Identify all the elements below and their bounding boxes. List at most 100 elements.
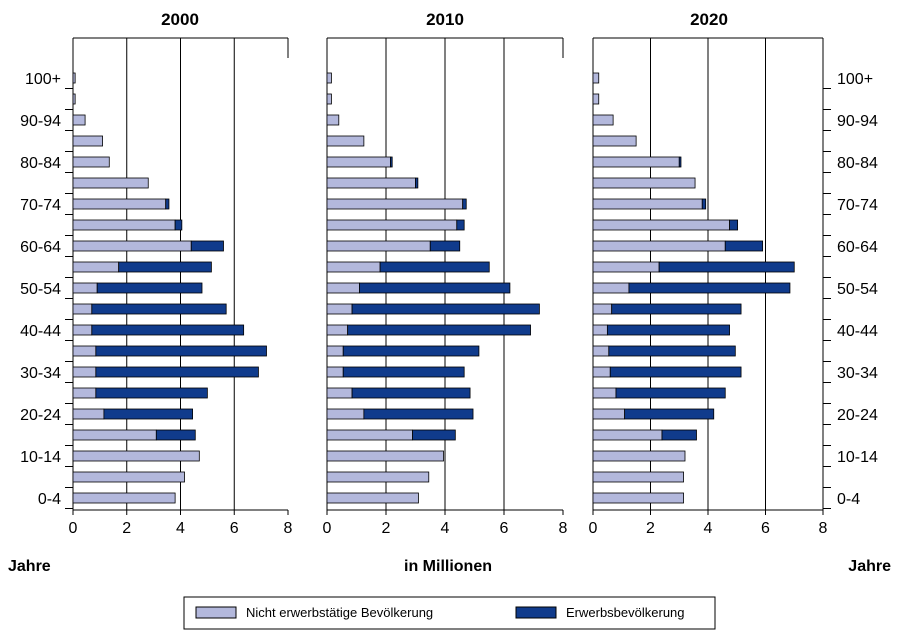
bar-nonworking-30-34 xyxy=(72,366,97,378)
x-tick-label: 0 xyxy=(589,520,598,537)
age-label-left: 10-14 xyxy=(20,449,61,466)
bar-nonworking-25-29 xyxy=(72,387,97,399)
bar-nonworking-50-54 xyxy=(72,282,98,294)
bar-working-35-39 xyxy=(342,345,480,357)
age-label-right: 70-74 xyxy=(837,197,878,214)
x-tick-label: 4 xyxy=(704,520,713,537)
bar-working-20-24 xyxy=(103,408,193,420)
bar-nonworking-90-94 xyxy=(592,114,614,126)
x-tick-label: 4 xyxy=(176,520,185,537)
bar-working-45-49 xyxy=(351,303,540,315)
x-tick-label: 8 xyxy=(284,520,293,537)
x-tick-label: 4 xyxy=(441,520,450,537)
bar-nonworking-80-84 xyxy=(592,156,680,168)
bar-working-65-69 xyxy=(456,219,465,231)
bar-nonworking-5-9 xyxy=(72,471,185,483)
age-label-right: 90-94 xyxy=(837,113,878,130)
bar-working-30-34 xyxy=(95,366,259,378)
legend-swatch-nonworking xyxy=(195,606,237,619)
bar-nonworking-20-24 xyxy=(592,408,626,420)
legend-label-nonworking: Nicht erwerbstätige Bevölkerung xyxy=(246,605,433,620)
age-label-left: 90-94 xyxy=(20,113,61,130)
bar-nonworking-80-84 xyxy=(72,156,110,168)
bar-nonworking-100+ xyxy=(592,72,600,84)
bar-nonworking-85-89 xyxy=(592,135,637,147)
bar-nonworking-15-19 xyxy=(72,429,157,441)
x-tick-label: 8 xyxy=(819,520,828,537)
bar-nonworking-100+ xyxy=(72,72,76,84)
bar-working-50-54 xyxy=(96,282,203,294)
bar-nonworking-75-79 xyxy=(326,177,416,189)
bar-working-50-54 xyxy=(359,282,511,294)
bar-nonworking-85-89 xyxy=(72,135,103,147)
age-label-left: 60-64 xyxy=(20,239,61,256)
x-tick-label: 2 xyxy=(122,520,131,537)
bar-nonworking-25-29 xyxy=(592,387,617,399)
panel-2000: 0 2 4 6 8 xyxy=(69,37,293,537)
y-axis-label-left: Jahre xyxy=(8,558,51,575)
bar-nonworking-35-39 xyxy=(592,345,610,357)
legend-box xyxy=(183,596,716,630)
age-label-right: 50-54 xyxy=(837,281,878,298)
bar-nonworking-50-54 xyxy=(326,282,360,294)
bar-working-15-19 xyxy=(155,429,196,441)
legend-label-working: Erwerbsbevölkerung xyxy=(566,605,685,620)
bar-working-60-64 xyxy=(429,240,461,252)
bar-nonworking-20-24 xyxy=(326,408,365,420)
bar-nonworking-40-44 xyxy=(592,324,608,336)
bar-nonworking-50-54 xyxy=(592,282,630,294)
x-tick-label: 2 xyxy=(646,520,655,537)
y-axis-label-right: Jahre xyxy=(848,558,891,575)
bar-working-35-39 xyxy=(608,345,736,357)
bar-nonworking-60-64 xyxy=(72,240,192,252)
bar-nonworking-65-69 xyxy=(326,219,458,231)
bar-nonworking-55-59 xyxy=(72,261,120,273)
bar-working-20-24 xyxy=(363,408,474,420)
legend: Nicht erwerbstätige Bevölkerung Erwerbsb… xyxy=(183,596,716,630)
bar-nonworking-0-4 xyxy=(72,492,176,504)
bar-nonworking-20-24 xyxy=(72,408,105,420)
bar-nonworking-40-44 xyxy=(72,324,93,336)
bar-working-45-49 xyxy=(91,303,227,315)
x-tick-label: 6 xyxy=(761,520,770,537)
bar-working-70-74 xyxy=(462,198,467,210)
bar-nonworking-0-4 xyxy=(592,492,684,504)
age-label-right: 100+ xyxy=(837,71,873,88)
bar-nonworking-80-84 xyxy=(326,156,391,168)
bar-nonworking-90-94 xyxy=(72,114,86,126)
age-label-left: 50-54 xyxy=(20,281,61,298)
bar-working-40-44 xyxy=(606,324,730,336)
x-tick-label: 2 xyxy=(382,520,391,537)
bar-nonworking-25-29 xyxy=(326,387,353,399)
bar-working-25-29 xyxy=(615,387,726,399)
bar-nonworking-35-39 xyxy=(326,345,344,357)
bar-nonworking-5-9 xyxy=(326,471,430,483)
bar-nonworking-15-19 xyxy=(592,429,663,441)
age-label-right: 0-4 xyxy=(837,491,860,508)
bar-working-25-29 xyxy=(351,387,471,399)
bar-working-55-59 xyxy=(658,261,795,273)
panel-title-2000: 2000 xyxy=(161,10,199,29)
bar-nonworking-100+ xyxy=(326,72,332,84)
bar-nonworking-30-34 xyxy=(592,366,611,378)
bar-working-40-44 xyxy=(91,324,245,336)
bar-nonworking-95-99 xyxy=(592,93,600,105)
bar-nonworking-75-79 xyxy=(72,177,149,189)
bar-working-55-59 xyxy=(118,261,212,273)
x-tick-label: 6 xyxy=(500,520,509,537)
bar-nonworking-60-64 xyxy=(592,240,726,252)
age-label-right: 60-64 xyxy=(837,239,878,256)
bar-nonworking-75-79 xyxy=(592,177,696,189)
bar-nonworking-15-19 xyxy=(326,429,413,441)
age-label-right: 30-34 xyxy=(837,365,878,382)
bar-nonworking-70-74 xyxy=(72,198,167,210)
age-label-right: 10-14 xyxy=(837,449,878,466)
age-label-left: 40-44 xyxy=(20,323,61,340)
bar-working-65-69 xyxy=(174,219,183,231)
bar-nonworking-0-4 xyxy=(326,492,419,504)
bar-working-40-44 xyxy=(347,324,531,336)
bar-working-30-34 xyxy=(342,366,465,378)
bar-nonworking-95-99 xyxy=(326,93,332,105)
bar-nonworking-35-39 xyxy=(72,345,97,357)
bar-nonworking-5-9 xyxy=(592,471,684,483)
